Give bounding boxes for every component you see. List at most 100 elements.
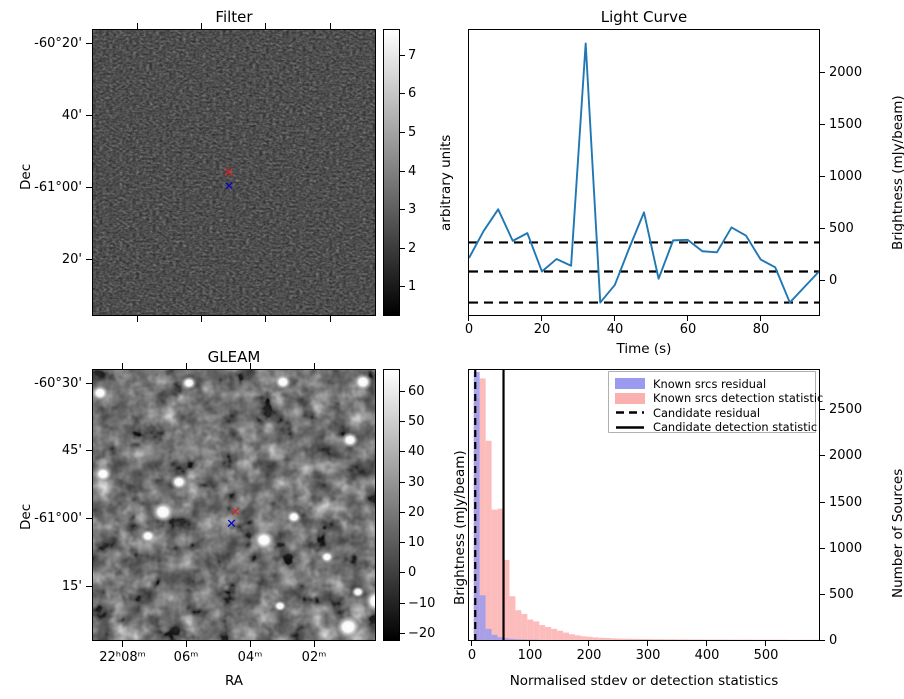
histogram-bar [503, 638, 510, 640]
gleam-ytick-1 [86, 450, 92, 452]
filter-ytick-label-0: -60°20' [34, 36, 82, 51]
light-curve-line [469, 42, 819, 304]
gleam-colorbar-label: Brightness (mJy/beam) [452, 450, 468, 605]
histogram-bar [604, 637, 611, 640]
hist-ytick-5 [820, 640, 825, 642]
histogram-bar [521, 613, 528, 640]
light-curve-xlabel: Time (s) [616, 341, 672, 357]
light-curve-ylabel: Brightness (mJy/beam) [890, 95, 904, 250]
legend-item-known-srcs-residual: Known srcs residual [615, 377, 809, 391]
filter-xtick-top-2 [265, 23, 267, 29]
histogram-bar [682, 639, 689, 640]
gleam-xtick-2 [250, 641, 252, 647]
lc-xtick-label-3: 60 [679, 322, 697, 337]
filter-cbar-label-5: 2 [408, 241, 417, 256]
histogram-bar [634, 638, 641, 640]
histogram-bar [640, 638, 647, 640]
histogram-bar [491, 509, 498, 640]
gleam-xtick-label-0: 22ʰ08ᵐ [99, 650, 146, 665]
histogram-svg [473, 370, 819, 640]
histogram-bar [610, 638, 617, 640]
lc-xtick-label-2: 40 [606, 322, 624, 337]
filter-colorbar [383, 29, 400, 316]
gleam-xlabel: RA [224, 673, 244, 689]
hist-xtick-4 [706, 641, 708, 646]
hist-ytick-label-0: 2500 [829, 402, 863, 417]
gleam-xtick-label-1: 06ᵐ [173, 650, 199, 665]
legend-key-candidate-residual [615, 407, 645, 418]
filter-cbar-tick-5 [400, 248, 405, 250]
lc-ytick-3 [820, 228, 825, 230]
histogram-bar [497, 637, 504, 640]
histogram-bar [521, 639, 528, 640]
histogram-bar [491, 634, 498, 640]
hist-ytick-2 [820, 502, 825, 504]
gleam-cbar-label-5: 10 [408, 535, 425, 550]
gleam-sky-field [93, 370, 375, 640]
histogram-xlabel: Normalised stdev or detection statistics [509, 673, 779, 689]
filter-cbar-tick-1 [400, 93, 405, 95]
filter-cbar-tick-2 [400, 132, 405, 134]
histogram-bar [586, 636, 593, 640]
filter-ytick-1 [86, 115, 92, 117]
hist-ytick-label-5: 0 [829, 633, 838, 648]
lc-ytick-0 [820, 72, 825, 74]
histogram-bar [574, 635, 581, 640]
hist-ytick-1 [820, 455, 825, 457]
gleam-cbar-label-7: −10 [408, 596, 436, 611]
hist-xtick-label-5: 500 [753, 648, 779, 663]
gleam-candidate-marker: ✕ [230, 505, 241, 520]
gleam-xtick-3 [314, 641, 316, 647]
gleam-ytick-label-3: 15' [61, 579, 82, 594]
hist-ytick-label-4: 500 [829, 587, 854, 602]
filter-ylabel: Dec [18, 163, 34, 190]
histogram-bar [515, 610, 522, 640]
gleam-ytick-2 [86, 518, 92, 520]
gleam-cbar-tick-0 [400, 391, 405, 393]
filter-cbar-label-0: 7 [408, 48, 417, 63]
histogram-bar [598, 637, 605, 640]
hist-xtick-5 [765, 641, 767, 646]
lc-xtick-1 [541, 316, 543, 321]
filter-xtick-top-3 [330, 23, 332, 29]
hist-xtick-label-4: 400 [694, 648, 720, 663]
histogram-bar [515, 639, 522, 640]
legend-key-known-srcs-detection [615, 392, 645, 404]
gleam-ytick-3 [86, 586, 92, 588]
histogram-series [473, 371, 540, 640]
gleam-cbar-tick-2 [400, 451, 405, 453]
histogram-bar [592, 637, 599, 640]
hist-xtick-3 [647, 641, 649, 646]
gleam-xtick-top-0 [122, 363, 124, 369]
histogram-bar [622, 638, 629, 640]
legend-item-candidate-detection: Candidate detection statistic [615, 420, 817, 434]
filter-cbar-label-3: 4 [408, 164, 417, 179]
lc-xtick-3 [687, 316, 689, 321]
histogram-bar [563, 632, 569, 640]
gleam-ytick-label-1: 45' [61, 443, 82, 458]
histogram-bar [688, 639, 694, 640]
light-curve-svg [469, 42, 819, 304]
histogram-bar [539, 625, 546, 640]
histogram-legend: Known srcs residual Known srcs detection… [608, 371, 823, 434]
histogram-bar [545, 626, 552, 640]
hist-xtick-1 [529, 641, 531, 646]
hist-ytick-label-2: 1500 [829, 495, 863, 510]
gleam-ylabel: Dec [18, 503, 34, 530]
gleam-xtick-top-1 [186, 363, 188, 369]
gleam-cbar-label-8: −20 [408, 626, 436, 641]
light-curve-plot-area [468, 29, 820, 316]
histogram-bar [527, 619, 534, 640]
gleam-cbar-tick-1 [400, 421, 405, 423]
gleam-cbar-label-3: 30 [408, 475, 425, 490]
histogram-bar [628, 638, 635, 640]
gleam-cbar-tick-4 [400, 512, 405, 514]
histogram-bar [670, 639, 677, 640]
filter-xtick-bot-3 [330, 316, 332, 322]
histogram-bar [569, 634, 575, 640]
filter-cbar-tick-6 [400, 286, 405, 288]
gleam-point-sources [93, 373, 375, 639]
hist-xtick-label-2: 200 [576, 648, 602, 663]
filter-xtick-bot-1 [201, 316, 203, 322]
hist-ytick-label-3: 1000 [829, 541, 863, 556]
